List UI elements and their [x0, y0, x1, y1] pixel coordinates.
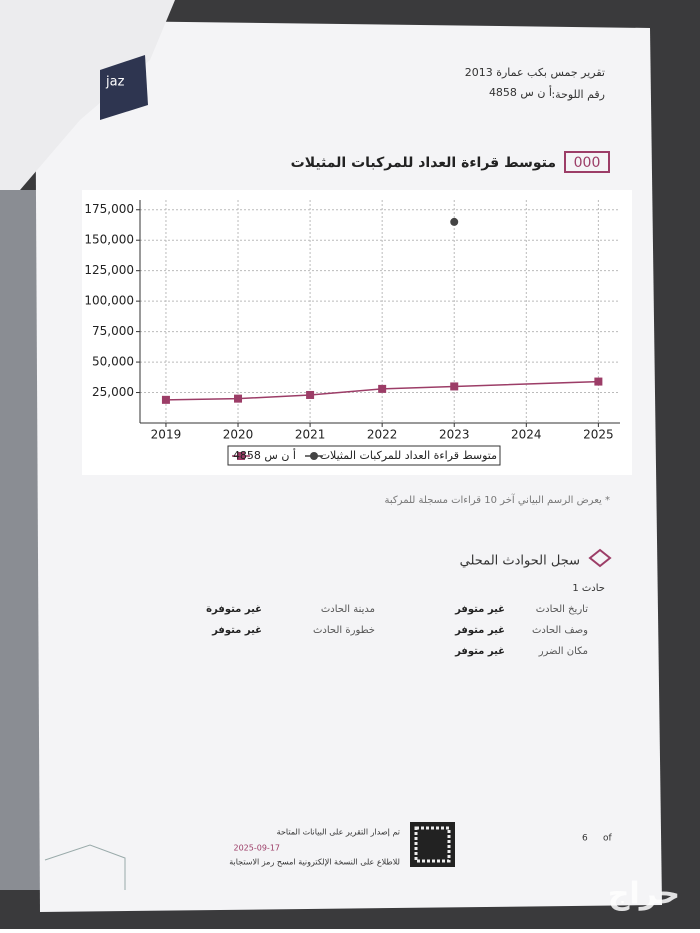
legend-marker	[310, 452, 318, 460]
note: * يعرض الرسم البياني آخر 10 قراءات مسجلة…	[385, 493, 610, 506]
data-point	[450, 382, 459, 391]
x-tick-label: 2023	[439, 428, 470, 442]
y-tick-label: 175,000	[84, 202, 134, 216]
incidents-subtitle: حادث 1	[572, 583, 605, 594]
data-point	[378, 384, 387, 393]
y-tick-label: 75,000	[92, 324, 134, 338]
x-tick-label: 2021	[295, 428, 326, 442]
x-tick-label: 2022	[367, 428, 398, 442]
legend-label: أ ن س 4858	[233, 448, 296, 462]
chart-title: متوسط قراءة العداد للمركبات المثيلات	[291, 155, 556, 171]
x-tick-label: 2020	[223, 428, 254, 442]
page-number: 6	[582, 834, 588, 844]
incident-value: غير متوفر	[454, 604, 505, 615]
x-tick-label: 2025	[583, 428, 614, 442]
footer-scan: للاطلاع على النسخة الإلكترونية امسح رمز …	[229, 858, 400, 868]
incident-value: غير متوفرة	[206, 604, 262, 615]
y-tick-label: 125,000	[84, 263, 134, 277]
odometer-digits: 000	[574, 155, 601, 171]
incident-label: مدينة الحادث	[321, 604, 375, 615]
footer-date: 2025-09-17	[234, 844, 281, 853]
y-tick-label: 25,000	[92, 385, 134, 399]
footer-decoration	[44, 844, 126, 890]
legend-marker	[237, 452, 245, 460]
x-tick-label: 2019	[151, 428, 182, 442]
incident-label: وصف الحادث	[532, 625, 588, 636]
page-of: of	[603, 834, 613, 844]
chart: 25,000 50,000 75,000 100,000 125,000 150,000 1…	[84, 200, 620, 466]
data-point	[450, 217, 459, 226]
chart-frame	[82, 190, 632, 475]
data-point	[306, 390, 315, 399]
legend-label: متوسط قراءة العداد للمركبات المثيلات	[320, 449, 497, 462]
y-tick-label: 100,000	[84, 294, 134, 308]
x-tick-label: 2024	[511, 428, 542, 442]
incident-label: خطورة الحادث	[313, 625, 375, 636]
y-tick-label: 150,000	[84, 233, 134, 247]
plate: أ ن س 4858	[489, 85, 552, 99]
footer-issued: تم إصدار التقرير على البيانات المتاحة	[277, 828, 400, 838]
odometer-icon	[564, 151, 610, 173]
incident-value: غير متوفر	[454, 646, 505, 657]
data-point	[234, 394, 243, 403]
incidents-title: سجل الحوادث المحلي	[460, 554, 580, 569]
watermark: حراج	[608, 877, 680, 912]
logo: jaz	[105, 75, 125, 90]
data-point	[594, 377, 603, 386]
incident-label: تاريخ الحادث	[536, 604, 588, 615]
incident-icon	[588, 548, 612, 568]
logo-box	[100, 55, 148, 120]
report-title: تقرير جمس بكب عمارة 2013	[465, 66, 605, 79]
data-point	[161, 395, 170, 404]
incident-value: غير متوفر	[454, 625, 505, 636]
incident-value: غير متوفر	[211, 625, 262, 636]
y-tick-label: 50,000	[92, 355, 134, 369]
incident-rows: تاريخ الحادث غير متوفر مدينة الحادث غير متو…	[206, 604, 588, 657]
incident-label: مكان الضرر	[538, 646, 588, 657]
qr-pattern	[414, 826, 451, 863]
curled-page	[0, 0, 175, 190]
plate-label: رقم اللوحة:	[551, 88, 605, 101]
legend-box	[227, 445, 501, 466]
series-line	[165, 380, 599, 401]
